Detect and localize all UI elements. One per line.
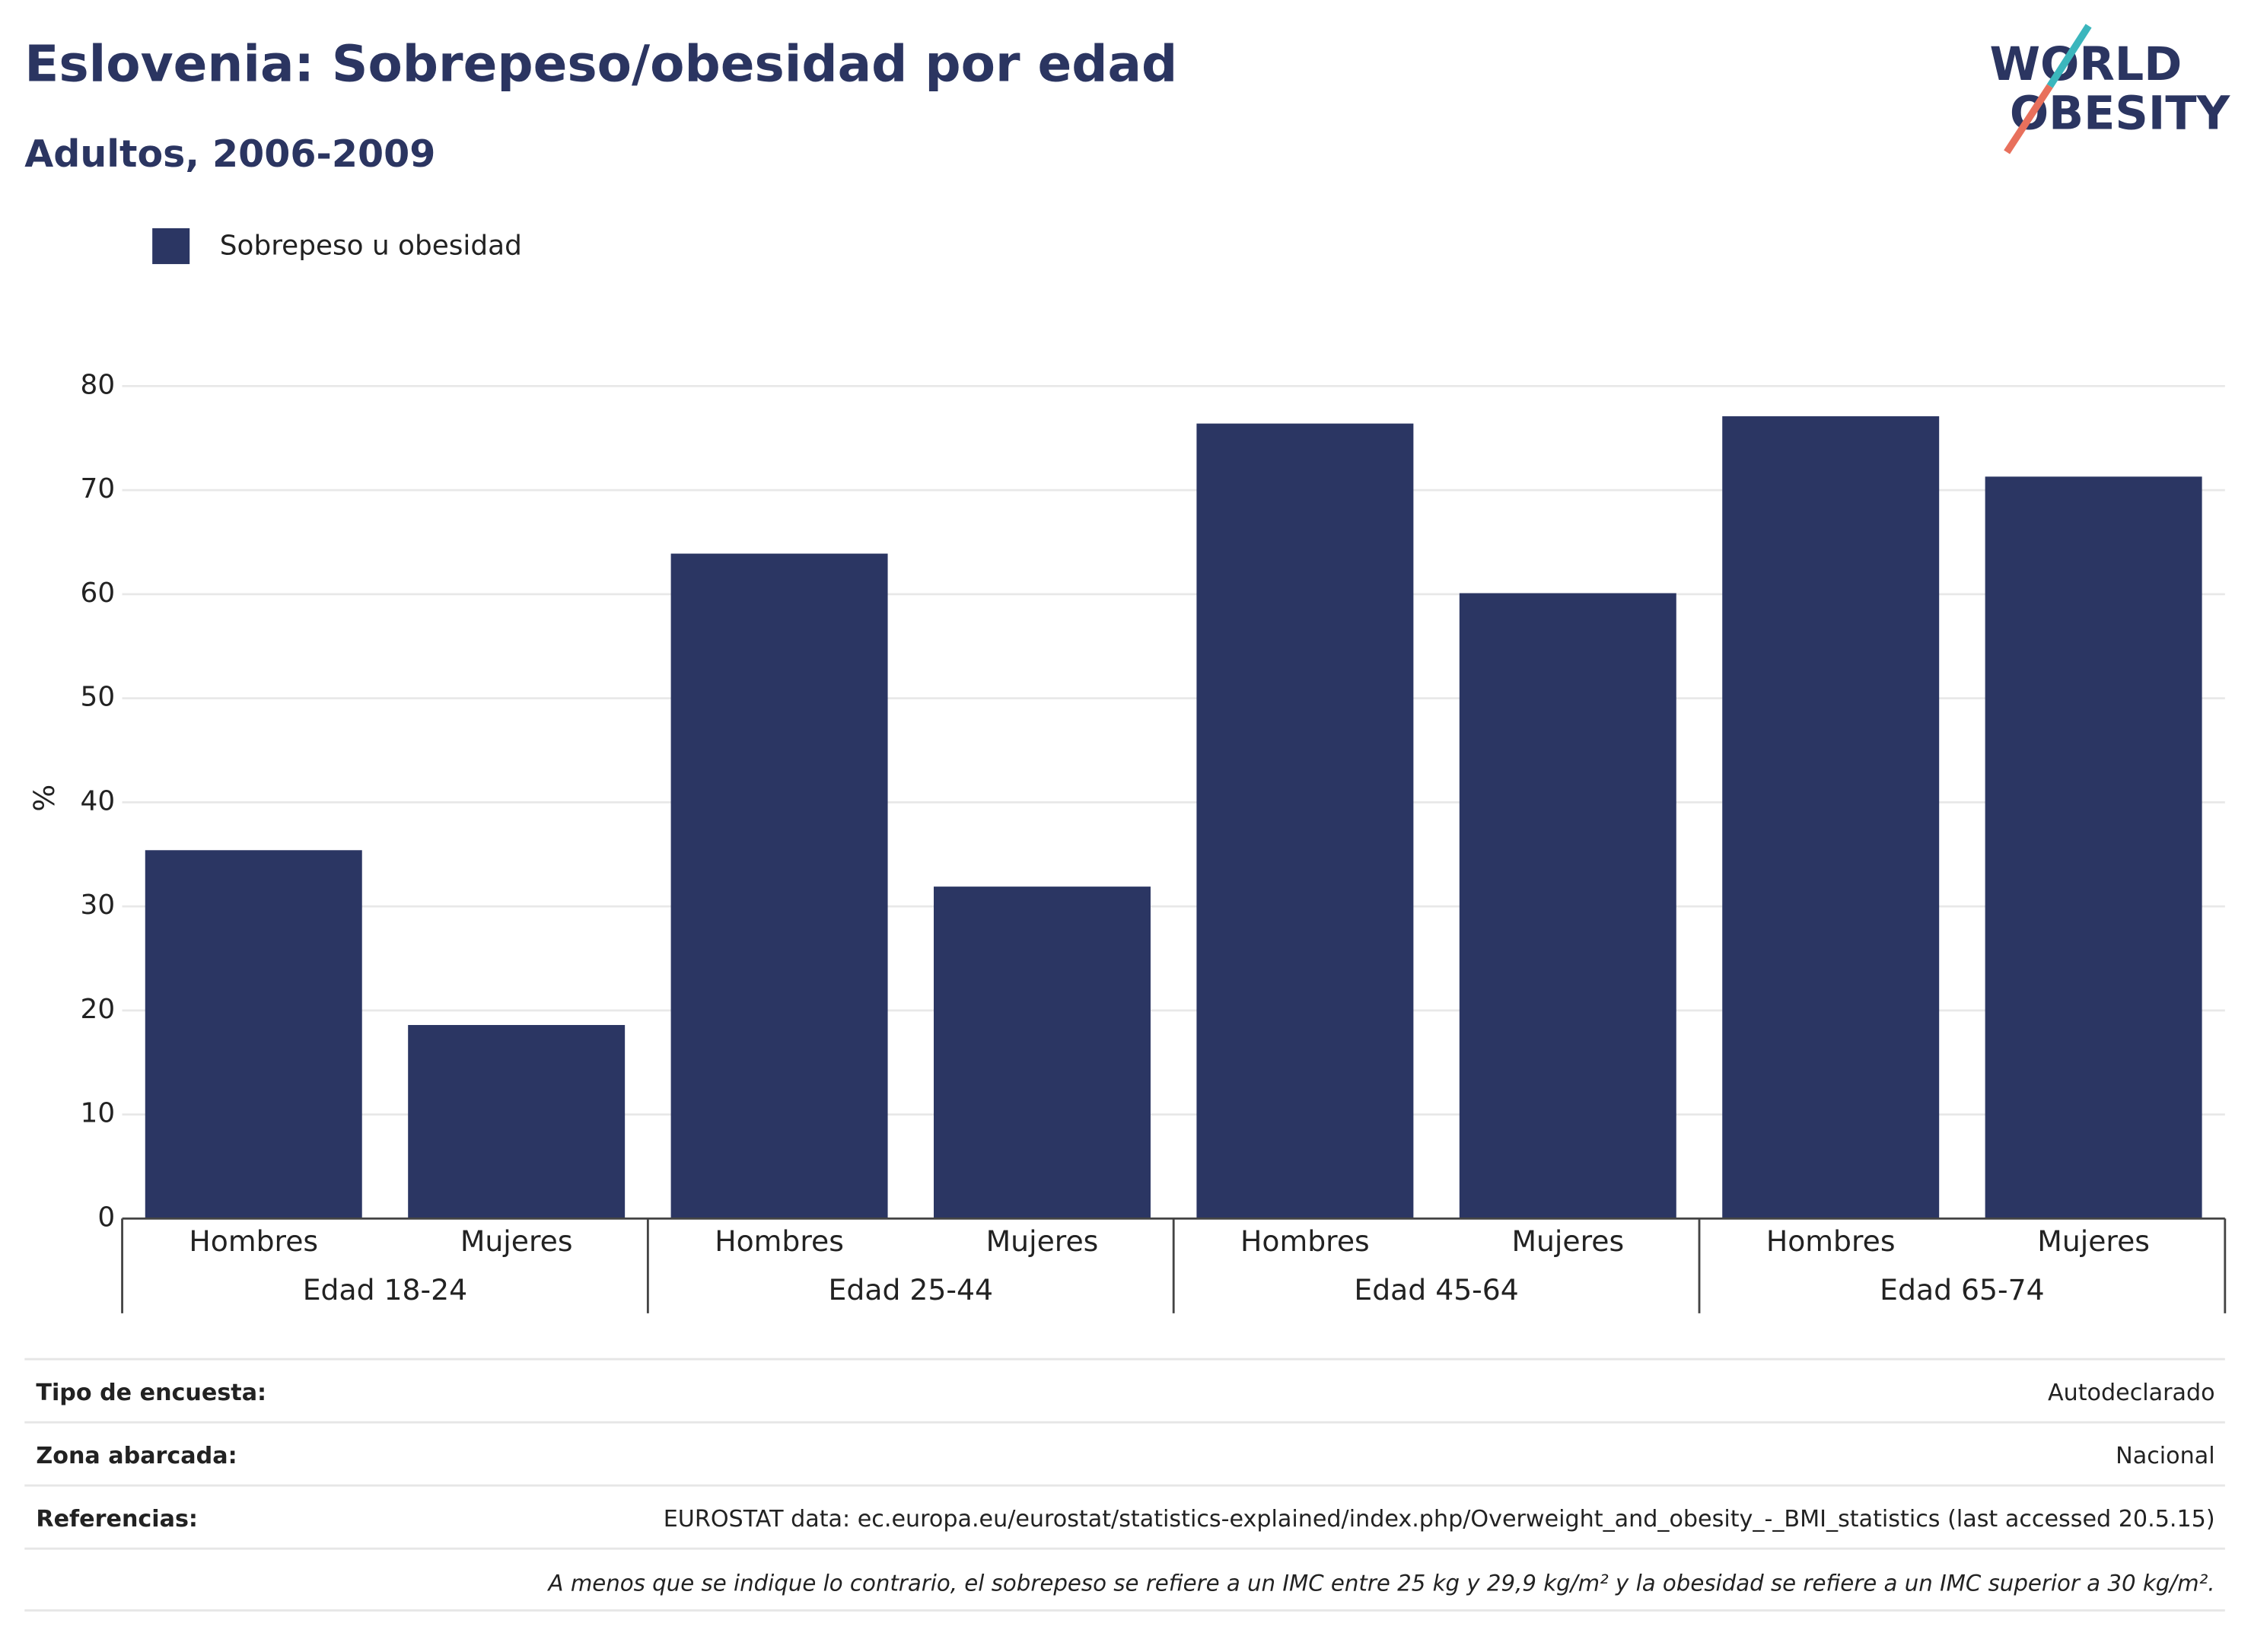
- x-tick-label: Hombres: [189, 1224, 318, 1258]
- x-tick-label: Mujeres: [460, 1224, 573, 1258]
- y-tick-label: 30: [81, 890, 116, 921]
- bar: [1459, 593, 1676, 1219]
- chart-subtitle: Adultos, 2006-2009: [24, 132, 435, 176]
- y-axis-label: %: [27, 785, 61, 812]
- footer-value: Autodeclarado: [2048, 1380, 2215, 1406]
- logo-slash: [2046, 24, 2092, 88]
- x-tick-label: Mujeres: [986, 1224, 1099, 1258]
- x-tick-label: Mujeres: [2037, 1224, 2150, 1258]
- y-tick-label: 40: [81, 785, 116, 816]
- y-tick-label: 50: [81, 682, 116, 713]
- x-tick-label: Hombres: [715, 1224, 844, 1258]
- group-label: Edad 25-44: [829, 1273, 993, 1307]
- bar: [934, 886, 1151, 1219]
- y-tick-label: 80: [81, 369, 116, 400]
- bar: [408, 1025, 626, 1219]
- y-tick-label: 10: [81, 1098, 116, 1129]
- footer-label: Zona abarcada:: [36, 1443, 237, 1469]
- chart-title: Eslovenia: Sobrepeso/obesidad por edad: [24, 35, 1177, 94]
- y-tick-label: 70: [81, 473, 116, 505]
- logo-slash: [2004, 84, 2053, 154]
- footer-label: Tipo de encuesta:: [36, 1380, 266, 1406]
- group-label: Edad 18-24: [303, 1273, 467, 1307]
- footer-note: A menos que se indique lo contrario, el …: [547, 1570, 2215, 1596]
- x-tick-label: Hombres: [1240, 1224, 1370, 1258]
- bar: [145, 850, 362, 1219]
- y-tick-label: 0: [97, 1202, 115, 1233]
- bar: [1196, 423, 1414, 1219]
- logo-text: WORLD: [1989, 38, 2182, 91]
- y-tick-label: 20: [81, 994, 116, 1025]
- group-label: Edad 45-64: [1354, 1273, 1518, 1307]
- footer-value: Nacional: [2116, 1443, 2214, 1469]
- legend-swatch: [152, 228, 190, 265]
- footer-value: EUROSTAT data: ec.europa.eu/eurostat/sta…: [664, 1506, 2215, 1533]
- group-label: Edad 65-74: [1880, 1273, 2044, 1307]
- x-tick-label: Hombres: [1766, 1224, 1896, 1258]
- footer-label: Referencias:: [36, 1506, 198, 1533]
- bar: [1722, 416, 1940, 1219]
- bar: [1985, 476, 2202, 1219]
- bar: [670, 553, 888, 1219]
- y-tick-label: 60: [81, 578, 116, 609]
- legend-label: Sobrepeso u obesidad: [220, 230, 522, 261]
- x-tick-label: Mujeres: [1511, 1224, 1624, 1258]
